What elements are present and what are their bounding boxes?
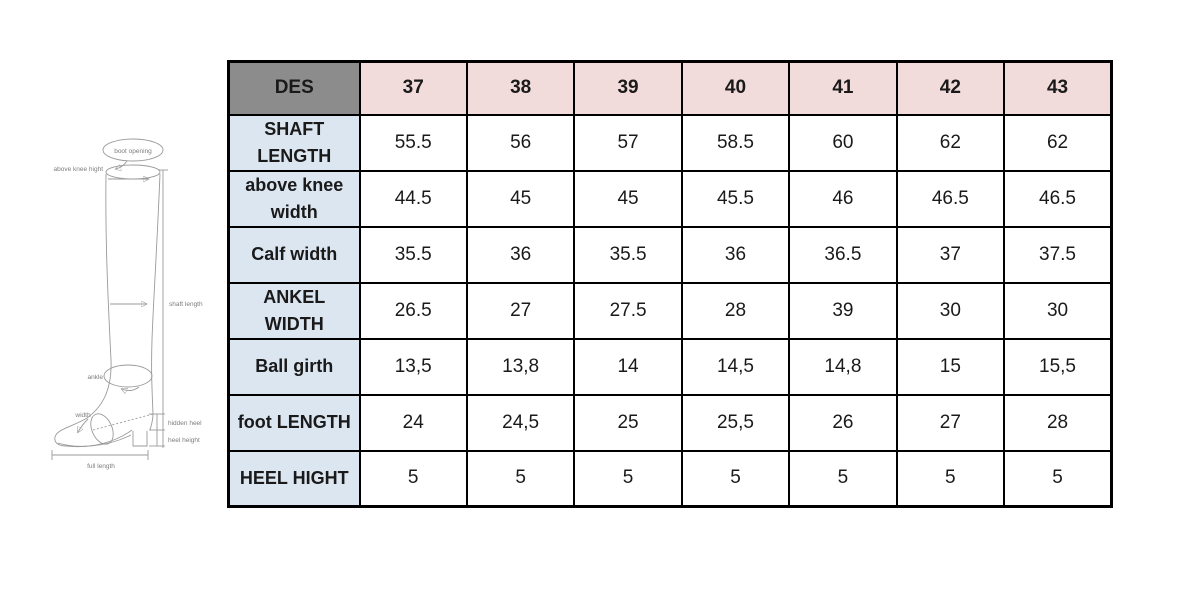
measurement-value-cell: 37 xyxy=(895,225,1006,284)
measurement-value-cell: 5 xyxy=(1003,449,1113,508)
boot-sole-line xyxy=(57,434,132,447)
measurement-row-label: Ball girth xyxy=(227,337,361,396)
measurement-value-cell: 62 xyxy=(895,113,1006,172)
measurement-value-cell: 5 xyxy=(788,449,898,508)
measurement-value-cell: 39 xyxy=(788,281,898,340)
measurement-value-cell: 60 xyxy=(788,113,898,172)
size-table-body: SHAFT LENGTH 55.5 56 57 58.5 60 62 62 above knee… xyxy=(227,113,1113,508)
measurement-value-cell: 15,5 xyxy=(1003,337,1113,396)
measurement-value-cell: 35.5 xyxy=(573,225,683,284)
measurement-row: ANKEL WIDTH 26.5 27 27.5 28 39 30 30 xyxy=(227,281,1113,340)
measurement-row: HEEL HIGHT 5 5 5 5 5 5 5 xyxy=(227,449,1113,508)
size-chart-table: DES 37 38 39 40 41 42 43 SHAFT LENGTH 55.5 56 57 5… xyxy=(227,60,1113,508)
measurement-value-cell: 57 xyxy=(573,113,683,172)
measurement-row-label: above knee width xyxy=(227,169,361,228)
measurement-row: above knee width 44.5 45 45 45.5 46 46.5 46.5 xyxy=(227,169,1113,228)
boot-heel-block xyxy=(132,431,148,447)
measurement-row-label: Calf width xyxy=(227,225,361,284)
measurement-value-cell: 13,8 xyxy=(465,337,576,396)
ankle-label: ankle xyxy=(87,374,103,381)
measurement-value-cell: 24 xyxy=(358,393,468,452)
boot-opening-bubble xyxy=(102,138,164,162)
measurement-value-cell: 5 xyxy=(465,449,576,508)
measurement-row: Calf width 35.5 36 35.5 36 36.5 37 37.5 xyxy=(227,225,1113,284)
measurement-row-label: SHAFT LENGTH xyxy=(227,113,361,172)
measurement-value-cell: 26.5 xyxy=(358,281,468,340)
size-column-header: 40 xyxy=(680,60,791,116)
size-column-header: 42 xyxy=(895,60,1006,116)
shaft-length-label: shaft length xyxy=(169,301,203,308)
boot-measurement-diagram: boot opening ankle width above knee high… xyxy=(51,138,203,470)
measurement-value-cell: 15 xyxy=(895,337,1006,396)
measurement-value-cell: 36.5 xyxy=(788,225,898,284)
above-knee-hight-label: above knee hight xyxy=(53,166,103,173)
measurement-value-cell: 5 xyxy=(573,449,683,508)
measurement-value-cell: 56 xyxy=(465,113,576,172)
measurement-value-cell: 46 xyxy=(788,169,898,228)
measurement-row: foot LENGTH 24 24,5 25 25,5 26 27 28 xyxy=(227,393,1113,452)
size-header-row: DES 37 38 39 40 41 42 43 xyxy=(227,60,1113,116)
measurement-value-cell: 14,5 xyxy=(680,337,791,396)
heel-height-label: heel height xyxy=(168,437,200,444)
size-column-header: 41 xyxy=(788,60,898,116)
measurement-value-cell: 36 xyxy=(465,225,576,284)
full-length-label: full length xyxy=(87,463,115,470)
hidden-heel-dashed-line xyxy=(92,413,154,431)
boot-shaft-right-edge xyxy=(149,173,161,431)
measurement-value-cell: 5 xyxy=(680,449,791,508)
measurement-value-cell: 44.5 xyxy=(358,169,468,228)
measurement-row: SHAFT LENGTH 55.5 56 57 58.5 60 62 62 xyxy=(227,113,1113,172)
hidden-heel-label: hidden heel xyxy=(168,420,202,427)
measurement-value-cell: 25,5 xyxy=(680,393,791,452)
measurement-value-cell: 28 xyxy=(680,281,791,340)
ball-width-ellipse xyxy=(90,413,114,445)
measurement-value-cell: 30 xyxy=(1003,281,1113,340)
measurement-value-cell: 14 xyxy=(573,337,683,396)
size-column-header: 37 xyxy=(358,60,468,116)
width-arrow-icon xyxy=(78,418,89,432)
boot-top-opening xyxy=(105,164,161,180)
measurement-value-cell: 27 xyxy=(465,281,576,340)
measurement-value-cell: 46.5 xyxy=(895,169,1006,228)
measurement-value-cell: 62 xyxy=(1003,113,1113,172)
measurement-value-cell: 45 xyxy=(573,169,683,228)
measurement-value-cell: 45.5 xyxy=(680,169,791,228)
measurement-value-cell: 36 xyxy=(680,225,791,284)
measurement-value-cell: 25 xyxy=(573,393,683,452)
measurement-value-cell: 27.5 xyxy=(573,281,683,340)
boot-opening-label: boot opening xyxy=(114,148,152,155)
measurement-value-cell: 14,8 xyxy=(788,337,898,396)
des-header-cell: DES xyxy=(227,60,361,116)
measurement-value-cell: 35.5 xyxy=(358,225,468,284)
size-column-header: 38 xyxy=(465,60,576,116)
measurement-row-label: ANKEL WIDTH xyxy=(227,281,361,340)
measurement-value-cell: 58.5 xyxy=(680,113,791,172)
measurement-row: Ball girth 13,5 13,8 14 14,5 14,8 15 15,5 xyxy=(227,337,1113,396)
boot-shaft-left-edge xyxy=(105,173,112,361)
measurement-value-cell: 55.5 xyxy=(358,113,468,172)
measurement-value-cell: 37.5 xyxy=(1003,225,1113,284)
width-label: width xyxy=(74,412,91,419)
measurement-value-cell: 5 xyxy=(895,449,1006,508)
measurement-value-cell: 26 xyxy=(788,393,898,452)
size-column-header: 43 xyxy=(1003,60,1113,116)
measurement-value-cell: 46.5 xyxy=(1003,169,1113,228)
measurement-value-cell: 27 xyxy=(895,393,1006,452)
ankle-hook-arrow-icon xyxy=(122,386,140,391)
measurement-value-cell: 28 xyxy=(1003,393,1113,452)
measurement-value-cell: 5 xyxy=(358,449,468,508)
measurement-value-cell: 24,5 xyxy=(465,393,576,452)
measurement-row-label: foot LENGTH xyxy=(227,393,361,452)
size-column-header: 39 xyxy=(573,60,683,116)
measurement-value-cell: 30 xyxy=(895,281,1006,340)
measurement-value-cell: 45 xyxy=(465,169,576,228)
measurement-value-cell: 13,5 xyxy=(358,337,468,396)
ankle-girth-ellipse xyxy=(103,364,153,388)
measurement-row-label: HEEL HIGHT xyxy=(227,449,361,508)
